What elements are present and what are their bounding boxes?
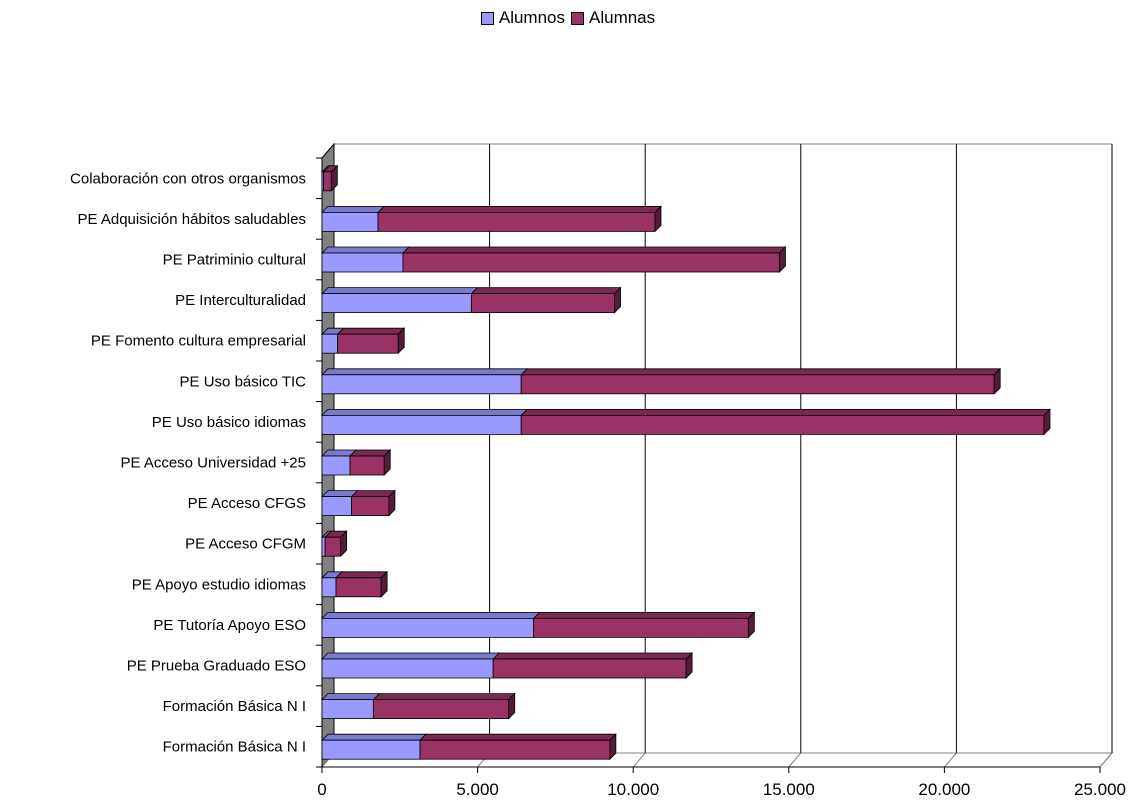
bar-top-alumnas [335, 571, 389, 579]
bar-top-alumnas [470, 287, 622, 295]
legend-item-alumnos: Alumnos [480, 8, 565, 28]
bar-end-alumnas [1043, 408, 1051, 436]
bar-end-alumnas [383, 449, 391, 476]
bar-top-alumnas [350, 490, 396, 498]
bar-end-alumnas [609, 733, 617, 761]
bar-alumnos [321, 293, 472, 314]
bar-end-alumnas [508, 692, 516, 720]
bar-end-alumnas [380, 570, 388, 598]
bar-alumnos [321, 577, 337, 598]
category-label: Formación Básica N I [163, 698, 306, 715]
bar-alumnos [321, 414, 522, 435]
legend: Alumnos Alumnas [0, 8, 1136, 28]
bar-top-alumnos [321, 612, 541, 619]
legend-swatch-alumnos [480, 11, 494, 25]
bar-end-alumnas [397, 327, 405, 355]
x-tick-label: 15.000 [763, 780, 815, 799]
category-label: PE Acceso Universidad +25 [120, 455, 306, 472]
bar-alumnas [520, 414, 1045, 435]
bar-top-alumnas [336, 327, 406, 335]
bar-alumnos [321, 374, 522, 395]
bar-end-alumnas [685, 652, 693, 679]
bar-alumnos [321, 658, 494, 679]
category-label: PE Acceso CFGM [185, 536, 306, 553]
bar-alumnas [492, 658, 687, 679]
x-tick-label: 10.000 [607, 780, 659, 799]
bar-top-alumnas [419, 733, 617, 741]
bar-alumnos [321, 618, 535, 638]
category-label: PE Fomento cultura empresarial [91, 333, 306, 350]
x-tick-label: 5.000 [456, 780, 499, 799]
bar-alumnas [351, 496, 390, 517]
bar-end-alumnas [993, 367, 1001, 395]
bar-alumnos [321, 455, 351, 476]
floor-gridline [632, 752, 646, 768]
floor-gridline [944, 752, 957, 768]
bar-top-alumnos [321, 408, 529, 416]
bar-alumnas [377, 211, 656, 232]
bar-top-alumnas [349, 449, 392, 457]
bar-top-alumnos [321, 733, 427, 741]
bar-top-alumnos [321, 246, 410, 254]
bar-alumnas [470, 293, 615, 314]
category-label: PE Apoyo estudio idiomas [132, 576, 306, 593]
bar-end-alumnas [330, 164, 338, 192]
bar-alumnos [321, 496, 352, 517]
bar-top-alumnas [520, 368, 1002, 376]
bar-top-alumnas [532, 612, 756, 619]
bar-top-alumnos [321, 652, 501, 660]
bar-alumnas [402, 252, 780, 273]
category-label: PE Uso básico TIC [180, 373, 307, 390]
category-label: PE Tutoría Apoyo ESO [153, 617, 306, 634]
category-label: PE Uso básico idiomas [152, 414, 306, 431]
bar-end-alumnas [614, 286, 621, 314]
bar-end-alumnas [747, 611, 755, 639]
bar-top-alumnos [321, 205, 385, 213]
bar-alumnas [335, 577, 382, 598]
category-label: PE Patriminio cultural [163, 252, 306, 269]
bar-top-alumnos [321, 693, 381, 700]
bar-alumnas [520, 374, 995, 395]
bar-top-alumnas [520, 408, 1051, 416]
bar-alumnos [321, 536, 326, 557]
bar-alumnos [321, 252, 404, 273]
bar-alumnos [321, 699, 374, 719]
legend-label-alumnos: Alumnos [498, 8, 565, 27]
bar-alumnas [533, 618, 749, 638]
bar-alumnas [324, 536, 342, 557]
bar-end-alumnas [388, 489, 396, 517]
bar-top-alumnas [377, 205, 662, 213]
bar-alumnos [321, 211, 379, 232]
category-label: PE Acceso CFGS [188, 495, 306, 512]
bar-top-alumnos [321, 287, 479, 295]
x-tick-label: 25.000 [1074, 780, 1126, 799]
bar-top-alumnos [321, 368, 529, 376]
bar-alumnos [321, 333, 338, 354]
category-label: Formación Básica N I [163, 739, 306, 756]
legend-swatch-alumnas [571, 11, 584, 25]
floor-gridline [1099, 752, 1113, 768]
bar-alumnas [419, 739, 611, 760]
category-label: PE Interculturalidad [175, 292, 306, 309]
bar-alumnas [323, 171, 332, 192]
bar-top-alumnas [401, 246, 787, 254]
bar-end-alumnas [340, 530, 348, 558]
legend-label-alumnas: Alumnas [589, 8, 656, 27]
bar-alumnos [321, 739, 421, 760]
category-label: PE Prueba Graduado ESO [127, 658, 306, 675]
bar-alumnas [337, 333, 399, 354]
x-tick-label: 0 [317, 780, 326, 799]
bar-alumnas [372, 699, 510, 719]
floor-gridline [788, 752, 802, 768]
bar-top-alumnas [492, 652, 694, 660]
bar-top-alumnas [372, 693, 516, 700]
category-label: Colaboración con otros organismos [70, 170, 306, 187]
category-label: PE Adquisición hábitos saludables [78, 211, 307, 228]
bar-alumnas [349, 455, 385, 476]
bar-end-alumnas [779, 246, 786, 273]
bar-end-alumnas [654, 205, 662, 233]
legend-item-alumnas: Alumnas [571, 8, 655, 28]
x-tick-label: 20.000 [918, 780, 970, 799]
